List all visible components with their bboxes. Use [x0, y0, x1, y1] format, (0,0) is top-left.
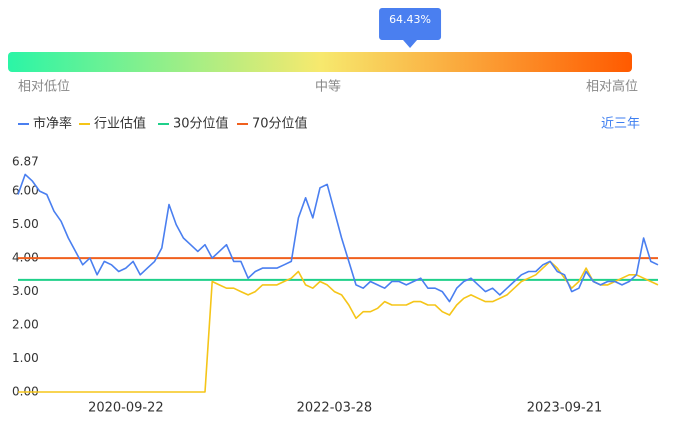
y-tick-label: 5.00: [12, 217, 39, 231]
gauge-bar: [8, 52, 632, 72]
legend-label: 行业估值: [94, 116, 146, 132]
y-tick-label: 3.00: [12, 284, 39, 298]
low-label: 相对低位: [18, 80, 70, 95]
x-tick-label: 2022-03-28: [297, 401, 373, 416]
x-tick-label: 2020-09-22: [88, 401, 164, 416]
y-tick-label: 2.00: [12, 318, 39, 332]
y-tick-label: 6.00: [12, 184, 39, 198]
series-line: [17, 173, 659, 303]
mid-label: 中等: [315, 79, 341, 95]
range-button[interactable]: 近三年: [601, 117, 640, 132]
gauge-marker: [379, 8, 442, 48]
legend-label: 30分位值: [173, 116, 229, 132]
gauge-value: 64.43%: [389, 13, 431, 26]
series-line: [18, 260, 659, 393]
high-label: 相对高位: [586, 79, 638, 95]
y-tick-label: 6.87: [12, 155, 39, 169]
legend-label: 市净率: [33, 116, 72, 132]
y-tick-label: 1.00: [12, 351, 39, 365]
legend-label: 70分位值: [252, 116, 308, 132]
x-tick-label: 2023-09-21: [527, 401, 603, 416]
